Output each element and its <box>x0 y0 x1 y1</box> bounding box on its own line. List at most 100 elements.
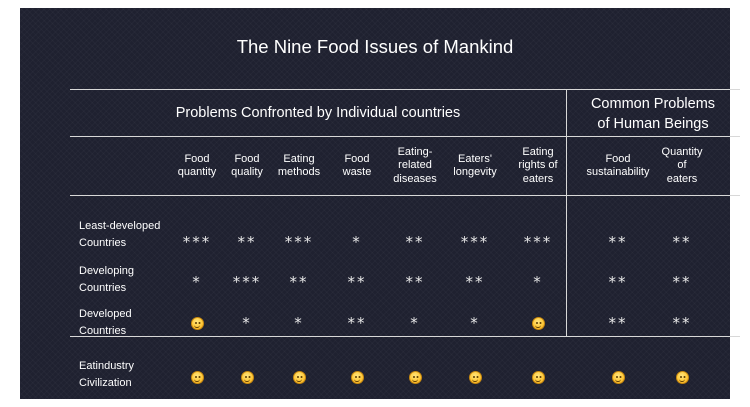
rating-cell <box>162 367 232 387</box>
rating-cell <box>212 367 282 387</box>
rating-cell: ** <box>672 233 692 251</box>
column-header: Eating rights of eaters <box>504 142 572 190</box>
row-label-line: Countries <box>79 325 127 337</box>
rating-cell: ** <box>672 314 692 332</box>
column-header-line: eaters <box>666 172 698 185</box>
column-header-rule <box>70 195 740 196</box>
rating-cell <box>322 367 392 387</box>
column-header-line: related <box>398 159 432 172</box>
rating-cell: ** <box>465 273 485 291</box>
smiley-face-icon <box>468 371 482 384</box>
rating-cell <box>264 367 334 387</box>
group-individual-countries: Problems Confronted by Individual countr… <box>175 105 461 121</box>
smiley-face-icon <box>292 371 306 384</box>
rating-cell: ** <box>608 314 628 332</box>
rating-cell <box>583 367 653 387</box>
column-header-line: Eating <box>283 152 315 165</box>
rating-cell: * <box>410 314 420 332</box>
slide-title: The Nine Food Issues of Mankind <box>236 36 514 57</box>
rating-cell: ** <box>608 273 628 291</box>
column-header: Food quality <box>213 142 281 190</box>
rating-cell: ** <box>405 273 425 291</box>
column-header-line: Food <box>184 152 210 165</box>
row-label: Developing Countries <box>79 263 134 297</box>
column-header-line: diseases <box>393 172 437 185</box>
column-header-line: quality <box>231 166 263 178</box>
rating-cell <box>503 367 573 387</box>
column-header: Food waste <box>323 142 391 190</box>
row-label-line: Eatindustry <box>79 360 135 372</box>
rating-cell: ** <box>672 273 692 291</box>
smiley-face-icon <box>531 371 545 384</box>
row-label: Eatindustry Civilization <box>79 358 134 392</box>
column-header: Food quantity <box>163 142 231 190</box>
column-header: Quantity of eaters <box>648 142 716 190</box>
rating-cell <box>380 367 450 387</box>
column-header: Food sustainability <box>584 142 652 190</box>
rating-cell <box>503 313 573 333</box>
slide: The Nine Food Issues of Mankind Problems… <box>20 8 740 399</box>
row-label-line: Civilization <box>79 377 132 389</box>
column-header-line: Food <box>344 152 370 165</box>
group-divider <box>566 89 567 336</box>
row-label-line: Countries <box>79 282 127 294</box>
rating-cell: *** <box>460 233 490 251</box>
rating-cell: * <box>192 273 202 291</box>
column-header-line: of <box>677 159 687 172</box>
column-header-line: Food <box>605 152 631 165</box>
smiley-face-icon <box>190 317 204 330</box>
column-header-line: Food <box>234 152 260 165</box>
rating-cell <box>162 313 232 333</box>
column-header-line: eaters <box>522 172 554 185</box>
smiley-face-icon <box>190 371 204 384</box>
rating-cell <box>440 367 510 387</box>
eatindustry-rule <box>70 336 740 337</box>
column-header-line: methods <box>277 166 321 178</box>
row-label: Developed Countries <box>79 306 132 340</box>
rating-cell: * <box>470 314 480 332</box>
column-header-line: Quantity <box>661 145 703 158</box>
group-common-line-2: of Human Beings <box>597 116 709 132</box>
rating-cell: * <box>352 233 362 251</box>
column-header: Eaters' longevity <box>441 142 509 190</box>
rating-cell: ** <box>608 233 628 251</box>
column-header-line: quantity <box>177 166 217 178</box>
column-header-line: rights of <box>518 159 558 172</box>
rating-cell: ** <box>347 273 367 291</box>
rating-cell: ** <box>237 233 257 251</box>
row-label-line: Countries <box>79 237 127 249</box>
column-header-line: Eaters' <box>458 152 492 165</box>
table-top-rule <box>70 89 740 90</box>
row-label-line: Developing <box>79 265 135 277</box>
rating-cell: *** <box>232 273 262 291</box>
column-header-line: sustainability <box>586 166 650 178</box>
rating-cell: * <box>533 273 543 291</box>
column-header-line: Eating- <box>397 145 433 158</box>
smiley-face-icon <box>240 371 254 384</box>
rating-cell: ** <box>347 314 367 332</box>
row-label-line: Least-developed <box>79 220 161 232</box>
rating-cell: ** <box>289 273 309 291</box>
smiley-face-icon <box>350 371 364 384</box>
smiley-face-icon <box>675 371 689 384</box>
column-header: Eating methods <box>265 142 333 190</box>
rating-cell: * <box>242 314 252 332</box>
rating-cell: *** <box>284 233 314 251</box>
column-header-line: longevity <box>453 166 497 178</box>
header-rule <box>70 136 740 137</box>
row-label-line: Developed <box>79 308 132 320</box>
row-label: Least-developed Countries <box>79 218 160 252</box>
column-header: Eating-related diseases <box>381 142 449 190</box>
smiley-face-icon <box>531 317 545 330</box>
rating-cell: *** <box>523 233 553 251</box>
column-header-line: Eating <box>522 145 554 158</box>
smiley-face-icon <box>611 371 625 384</box>
column-header-line: waste <box>342 166 372 178</box>
group-common-problems: Common Problems of Human Beings <box>566 94 740 134</box>
rating-cell: *** <box>182 233 212 251</box>
rating-cell <box>647 367 717 387</box>
rating-cell: ** <box>405 233 425 251</box>
smiley-face-icon <box>408 371 422 384</box>
group-common-line-1: Common Problems <box>590 96 716 112</box>
rating-cell: * <box>294 314 304 332</box>
